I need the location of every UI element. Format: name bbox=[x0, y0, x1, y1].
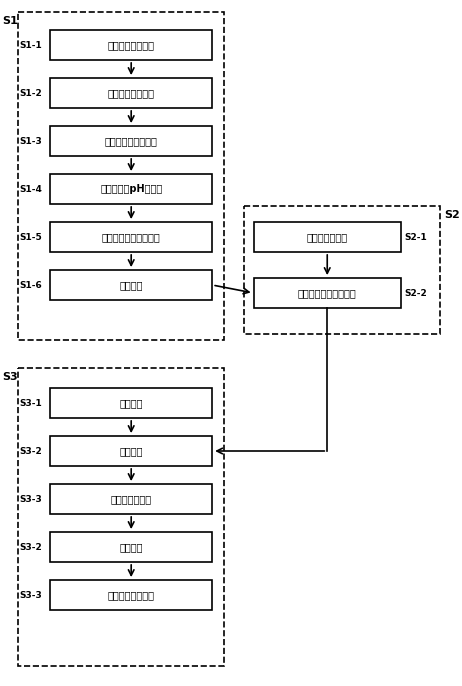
Text: 加入矿化胶原复合材料: 加入矿化胶原复合材料 bbox=[298, 288, 357, 298]
FancyBboxPatch shape bbox=[50, 580, 212, 610]
Text: S1-4: S1-4 bbox=[19, 185, 42, 193]
FancyBboxPatch shape bbox=[50, 436, 212, 466]
Text: S1: S1 bbox=[2, 16, 18, 26]
Text: 冷冻干燥: 冷冻干燥 bbox=[120, 280, 143, 290]
FancyBboxPatch shape bbox=[50, 30, 212, 60]
Text: 加入合成离子溶液: 加入合成离子溶液 bbox=[108, 88, 155, 98]
Text: 脱模、修整后处理: 脱模、修整后处理 bbox=[108, 590, 155, 600]
FancyBboxPatch shape bbox=[50, 78, 212, 108]
Text: S3-2: S3-2 bbox=[19, 543, 42, 552]
Text: S1-1: S1-1 bbox=[19, 40, 42, 49]
FancyBboxPatch shape bbox=[254, 222, 401, 252]
FancyBboxPatch shape bbox=[50, 532, 212, 562]
Text: S1-5: S1-5 bbox=[19, 233, 42, 241]
Text: S2: S2 bbox=[444, 210, 460, 220]
FancyBboxPatch shape bbox=[50, 270, 212, 300]
Text: S1-2: S1-2 bbox=[19, 88, 42, 97]
Text: S1-3: S1-3 bbox=[19, 137, 42, 145]
Text: 冷冻干燥: 冷冻干燥 bbox=[120, 542, 143, 552]
Text: S3-3: S3-3 bbox=[19, 591, 42, 600]
Text: S3-2: S3-2 bbox=[19, 447, 42, 456]
Text: 配制磷灰石溶液: 配制磷灰石溶液 bbox=[307, 232, 348, 242]
FancyBboxPatch shape bbox=[50, 222, 212, 252]
Text: 放置上层并锁住: 放置上层并锁住 bbox=[110, 494, 152, 504]
Text: S3-3: S3-3 bbox=[19, 495, 42, 504]
FancyBboxPatch shape bbox=[254, 278, 401, 308]
Text: S2-2: S2-2 bbox=[405, 289, 428, 298]
FancyBboxPatch shape bbox=[50, 388, 212, 418]
Text: 准备模具: 准备模具 bbox=[120, 398, 143, 408]
FancyBboxPatch shape bbox=[50, 174, 212, 204]
Text: S3-1: S3-1 bbox=[19, 399, 42, 407]
Text: 加入含调控离子溶液: 加入含调控离子溶液 bbox=[105, 136, 158, 146]
Text: 调节混合液pH至中性: 调节混合液pH至中性 bbox=[100, 184, 162, 194]
FancyBboxPatch shape bbox=[50, 484, 212, 514]
Text: S1-6: S1-6 bbox=[19, 281, 42, 289]
Text: S3: S3 bbox=[2, 372, 18, 382]
FancyBboxPatch shape bbox=[50, 126, 212, 156]
Text: 灌注下模: 灌注下模 bbox=[120, 446, 143, 456]
Text: S2-1: S2-1 bbox=[405, 233, 428, 241]
Text: 离心分离，选择性清洗: 离心分离，选择性清洗 bbox=[102, 232, 161, 242]
Text: 配制胶原蛋白溶液: 配制胶原蛋白溶液 bbox=[108, 40, 155, 50]
